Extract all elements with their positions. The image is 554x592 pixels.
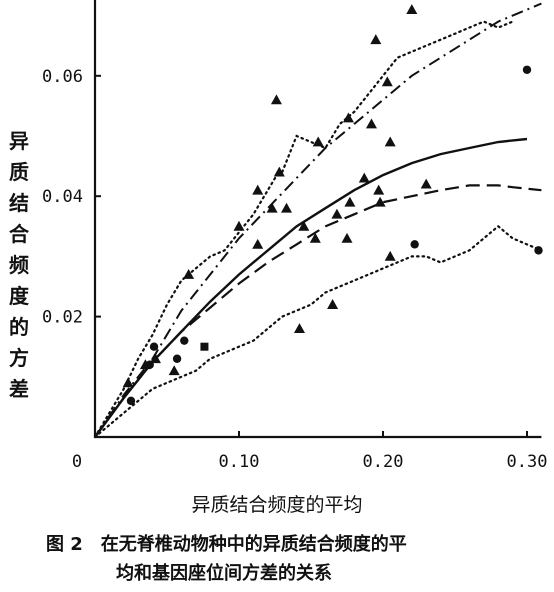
- triangle-point: [342, 112, 354, 123]
- y-axis-label-char: 方: [9, 346, 29, 370]
- circle-point: [145, 360, 154, 369]
- triangle-point: [370, 34, 382, 45]
- triangle-point: [266, 202, 278, 213]
- triangle-point: [384, 250, 396, 261]
- triangle-point: [273, 166, 285, 177]
- caption-line-1: 在无脊椎动物种中的异质结合频度的平: [100, 534, 407, 555]
- curve-upper-band: [93, 20, 514, 439]
- x-tick-label: 0: [72, 452, 82, 472]
- triangle-point: [365, 118, 377, 129]
- triangle-point: [341, 232, 353, 243]
- circle-point: [149, 342, 159, 351]
- caption-figure-number: 图 2: [46, 534, 83, 555]
- triangle-point: [373, 184, 385, 195]
- y-axis-label-char: 结: [9, 191, 29, 215]
- curve-dashed: [94, 184, 542, 438]
- circle-point: [126, 396, 136, 406]
- y-axis-label-char: 频: [9, 253, 29, 277]
- y-axis-label-char: 异: [9, 129, 29, 153]
- triangle-point: [384, 136, 396, 147]
- y-axis-label-char: 合: [9, 222, 29, 246]
- axes: [93, 0, 542, 439]
- curve-dashdot: [94, 2, 542, 438]
- triangle-point: [374, 196, 386, 207]
- y-axis-label-char: 差: [9, 377, 29, 401]
- x-tick-label: 0.30: [507, 452, 548, 472]
- triangle-point: [309, 232, 321, 243]
- x-tick-label: 0.20: [363, 452, 404, 472]
- triangle-point: [381, 76, 393, 87]
- curve-lower-band: [93, 224, 543, 439]
- triangle-point: [183, 268, 195, 279]
- curves: [93, 2, 543, 439]
- triangle-point: [293, 323, 305, 334]
- triangle-point: [331, 208, 343, 219]
- triangle-point: [312, 136, 324, 147]
- triangle-point: [420, 178, 432, 189]
- triangle-point: [252, 184, 264, 195]
- triangle-point: [270, 94, 282, 105]
- triangle-point: [149, 353, 161, 364]
- triangle-point: [344, 196, 356, 207]
- x-tick-label: 0.10: [219, 452, 260, 472]
- triangle-point: [122, 377, 134, 388]
- caption-line-2: 均和基因座位间方差的关系: [116, 563, 332, 584]
- curve-solid: [94, 137, 528, 438]
- circle-point: [410, 240, 419, 249]
- triangle-point: [298, 220, 310, 231]
- triangle-point: [233, 220, 245, 231]
- chart: 0 0.10 0.20 0.30 0.02 0.04 0.06: [42, 0, 547, 472]
- square-point: [200, 342, 209, 351]
- y-axis-label: 异质结合频度的方差: [6, 126, 32, 405]
- triangle-point: [406, 4, 418, 14]
- x-axis-label: 异质结合频度的平均: [191, 494, 363, 516]
- triangle-point: [358, 172, 370, 183]
- y-axis-label-char: 度: [9, 284, 29, 308]
- triangle-point: [281, 202, 293, 213]
- triangle-point: [327, 299, 339, 309]
- tick-labels: 0 0.10 0.20 0.30 0.02 0.04 0.06: [42, 67, 547, 472]
- y-tick-label: 0.02: [42, 308, 83, 328]
- y-axis-label-char: 质: [9, 160, 29, 184]
- triangle-point: [168, 365, 180, 376]
- triangle-point: [252, 238, 264, 249]
- y-tick-label: 0.04: [42, 187, 83, 207]
- data-points: [122, 4, 543, 406]
- y-axis-label-char: 的: [9, 315, 29, 339]
- circle-point: [522, 65, 532, 74]
- circle-point: [172, 354, 182, 363]
- circle-point: [534, 246, 543, 255]
- y-tick-label: 0.06: [42, 67, 83, 87]
- figure-caption: 图 2 在无脊椎动物种中的异质结合频度的平 均和基因座位间方差的关系: [46, 530, 546, 588]
- circle-point: [180, 336, 189, 345]
